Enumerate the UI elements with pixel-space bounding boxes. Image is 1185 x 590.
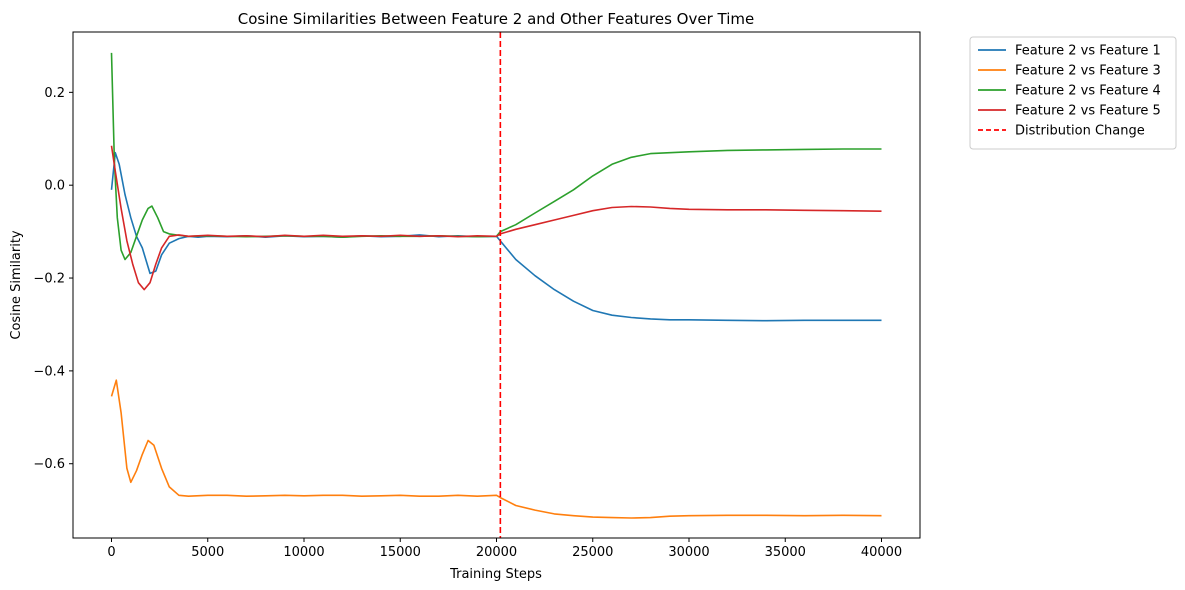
x-tick-label: 10000 bbox=[283, 545, 324, 560]
x-tick-label: 15000 bbox=[380, 545, 421, 560]
series-layer bbox=[110, 52, 882, 519]
series-line-feature-4 bbox=[110, 145, 882, 291]
x-tick-label: 0 bbox=[107, 545, 115, 560]
x-tick-label: 35000 bbox=[765, 545, 806, 560]
x-tick-label: 30000 bbox=[668, 545, 709, 560]
y-tick-label: 0.2 bbox=[44, 86, 65, 101]
x-tick-label: 20000 bbox=[476, 545, 517, 560]
x-axis: 0 5000 10000 15000 20000 25000 30000 35000 40000 bbox=[107, 538, 902, 560]
x-axis-label: Training Steps bbox=[449, 567, 542, 582]
plot-frame bbox=[72, 31, 921, 539]
series-line-feature-3 bbox=[110, 52, 882, 261]
legend-label: Feature 2 vs Feature 4 bbox=[1015, 84, 1161, 99]
y-tick-label: −0.6 bbox=[33, 457, 65, 472]
series-line-feature-2 bbox=[110, 379, 882, 519]
y-axis: −0.6 −0.4 −0.2 0.0 0.2 bbox=[33, 86, 73, 472]
y-tick-label: −0.2 bbox=[33, 272, 65, 287]
legend: Feature 2 vs Feature 1 Feature 2 vs Featu… bbox=[969, 36, 1177, 150]
plot-area bbox=[72, 31, 921, 539]
legend-label: Feature 2 vs Feature 3 bbox=[1015, 64, 1161, 79]
legend-label: Feature 2 vs Feature 5 bbox=[1015, 104, 1161, 119]
legend-label: Distribution Change bbox=[1015, 124, 1145, 139]
y-axis-label: Cosine Similarity bbox=[9, 230, 24, 340]
legend-label: Feature 2 vs Feature 1 bbox=[1015, 44, 1161, 59]
chart-title: Cosine Similarities Between Feature 2 an… bbox=[238, 10, 755, 28]
x-tick-label: 5000 bbox=[191, 545, 224, 560]
x-tick-label: 25000 bbox=[572, 545, 613, 560]
legend-frame bbox=[969, 36, 1177, 150]
y-tick-label: −0.4 bbox=[33, 364, 65, 379]
x-tick-label: 40000 bbox=[861, 545, 902, 560]
y-tick-label: 0.0 bbox=[44, 179, 65, 194]
